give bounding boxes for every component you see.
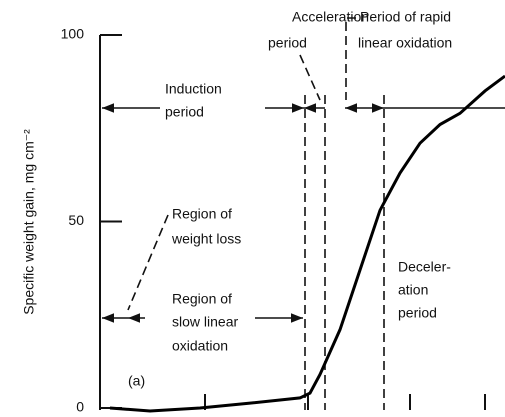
annotation: Deceler-: [398, 259, 451, 275]
annotation: period: [268, 35, 307, 51]
annotation-lines: [102, 17, 505, 410]
y-tick-label: 100: [61, 26, 85, 42]
y-axis-label: Specific weight gain, mg cm⁻²: [21, 129, 37, 315]
annotation: ation: [398, 282, 428, 298]
annotation: oxidation: [172, 338, 228, 354]
curve: [109, 74, 505, 413]
annotation: Region of: [172, 206, 232, 222]
annotation: Region of: [172, 291, 232, 307]
annotation: period: [165, 104, 204, 120]
annotation: weight loss: [171, 231, 241, 247]
annotation: slow linear: [172, 314, 238, 330]
annotation: Induction: [165, 81, 222, 97]
annotation: period: [398, 305, 437, 321]
annotation: Period of rapid: [360, 9, 451, 25]
panel-label: (a): [128, 373, 145, 389]
y-tick-label: 0: [76, 399, 84, 415]
annotation: linear oxidation: [358, 35, 452, 51]
annotation: Acceleration: [292, 9, 369, 25]
y-tick-label: 50: [68, 212, 84, 228]
